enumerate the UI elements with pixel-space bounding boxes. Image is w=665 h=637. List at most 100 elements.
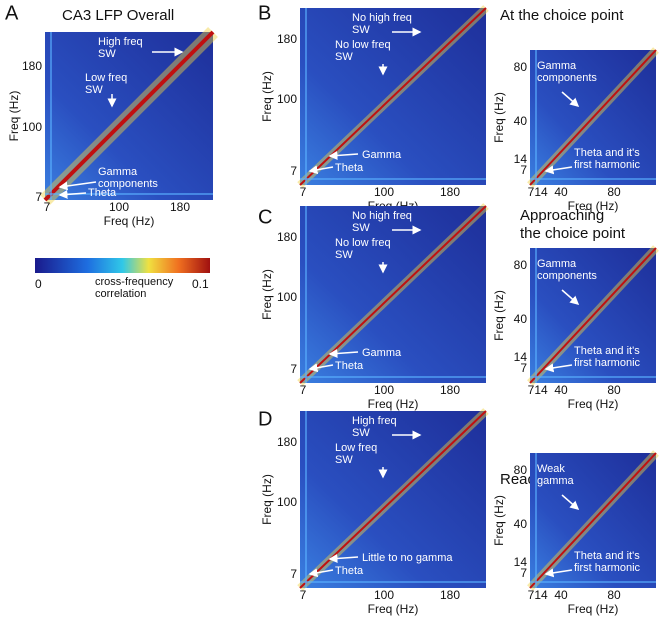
annotation-arrow: [308, 363, 334, 373]
x-tick-label: 40: [554, 588, 568, 602]
annotation: SW: [98, 48, 116, 60]
x-tick-label: 40: [554, 185, 568, 199]
annotation-arrow: [58, 189, 87, 199]
x-axis-label: Freq (Hz): [368, 397, 419, 411]
x-tick-label: 14: [534, 185, 548, 199]
y-tick-label: 7: [520, 566, 527, 580]
x-tick-label: 100: [374, 383, 394, 397]
panel-title: Approaching: [520, 207, 604, 224]
panel-letter: B: [258, 2, 271, 24]
annotation-arrow: [561, 91, 580, 107]
y-axis-label: Freq (Hz): [260, 474, 274, 525]
y-axis-label: Freq (Hz): [7, 91, 21, 142]
panel-title: CA3 LFP Overall: [62, 7, 174, 24]
annotation: Gamma: [362, 347, 402, 359]
annotation: Weak: [537, 463, 565, 475]
y-tick-label: 7: [520, 361, 527, 375]
x-tick-label: 80: [607, 185, 621, 199]
annotation: components: [98, 178, 158, 190]
y-tick-label: 100: [22, 120, 42, 134]
annotation: High freq: [98, 36, 143, 48]
annotation-arrow: [328, 348, 359, 358]
y-tick-label: 100: [277, 495, 297, 509]
annotation: Theta and it's: [574, 147, 640, 159]
annotation: Theta: [335, 360, 364, 372]
annotation-arrow: [58, 181, 97, 191]
x-tick-label: 14: [534, 588, 548, 602]
annotation: SW: [352, 222, 370, 234]
y-tick-label: 40: [514, 114, 528, 128]
annotation: High freq: [352, 415, 397, 427]
annotation: SW: [335, 454, 353, 466]
annotation: SW: [335, 249, 353, 261]
y-tick-label: 80: [514, 463, 528, 477]
x-tick-label: 7: [300, 588, 307, 602]
panel-title: the choice point: [520, 225, 626, 242]
x-tick-label: 180: [170, 200, 190, 214]
y-axis-label: Freq (Hz): [492, 290, 506, 341]
annotation: Theta: [335, 565, 364, 577]
y-tick-label: 7: [290, 362, 297, 376]
x-tick-label: 7: [300, 383, 307, 397]
x-axis-label: Freq (Hz): [568, 602, 619, 616]
x-tick-label: 7: [528, 185, 535, 199]
annotation-arrow: [308, 568, 334, 578]
annotation: Gamma: [362, 149, 402, 161]
y-tick-label: 14: [514, 152, 528, 166]
annotation-arrow: [328, 150, 359, 160]
x-tick-label: 100: [374, 185, 394, 199]
annotation: SW: [85, 84, 103, 96]
y-tick-label: 180: [22, 59, 42, 73]
annotation-arrow: [561, 289, 580, 305]
annotation: SW: [352, 24, 370, 36]
x-tick-label: 7: [300, 185, 307, 199]
annotation: Theta and it's: [574, 345, 640, 357]
panel-letter: A: [5, 2, 19, 24]
x-tick-label: 180: [440, 185, 460, 199]
x-tick-label: 40: [554, 383, 568, 397]
diagonal: [43, 30, 215, 202]
annotation: Gamma: [537, 60, 577, 72]
diagonal: [529, 452, 657, 589]
x-tick-label: 100: [109, 200, 129, 214]
annotation: Gamma: [98, 166, 138, 178]
y-tick-label: 40: [514, 312, 528, 326]
annotation-arrow: [328, 553, 359, 563]
annotation: No high freq: [352, 12, 412, 24]
x-tick-label: 7: [44, 200, 51, 214]
y-tick-label: 100: [277, 92, 297, 106]
y-axis-label: Freq (Hz): [260, 71, 274, 122]
y-tick-label: 80: [514, 60, 528, 74]
x-tick-label: 100: [374, 588, 394, 602]
annotation: No low freq: [335, 39, 391, 51]
annotation: components: [537, 270, 597, 282]
y-tick-label: 180: [277, 435, 297, 449]
panel-title: At the choice point: [500, 7, 624, 24]
y-tick-label: 180: [277, 32, 297, 46]
colorbar-min: 0: [35, 277, 42, 291]
annotation-arrow: [561, 494, 580, 510]
annotation: Theta and it's: [574, 550, 640, 562]
y-tick-label: 7: [35, 190, 42, 204]
colorbar-label: correlation: [95, 288, 146, 300]
colorbar: [35, 258, 210, 273]
annotation: Little to no gamma: [362, 552, 453, 564]
annotation-arrow: [308, 165, 334, 175]
annotation-arrow: [544, 165, 573, 175]
y-axis-label: Freq (Hz): [492, 92, 506, 143]
colorbar-label: cross-frequency: [95, 276, 174, 288]
y-tick-label: 40: [514, 517, 528, 531]
panel-letter: D: [258, 408, 272, 430]
annotation: first harmonic: [574, 357, 641, 369]
x-tick-label: 14: [534, 383, 548, 397]
y-tick-label: 7: [290, 164, 297, 178]
annotation: Low freq: [335, 442, 377, 454]
annotation-arrow: [544, 568, 573, 578]
annotation: Theta: [88, 187, 117, 199]
y-axis-label: Freq (Hz): [492, 495, 506, 546]
annotation: SW: [335, 51, 353, 63]
annotation: components: [537, 72, 597, 84]
x-tick-label: 180: [440, 588, 460, 602]
x-axis-label: Freq (Hz): [104, 214, 155, 228]
